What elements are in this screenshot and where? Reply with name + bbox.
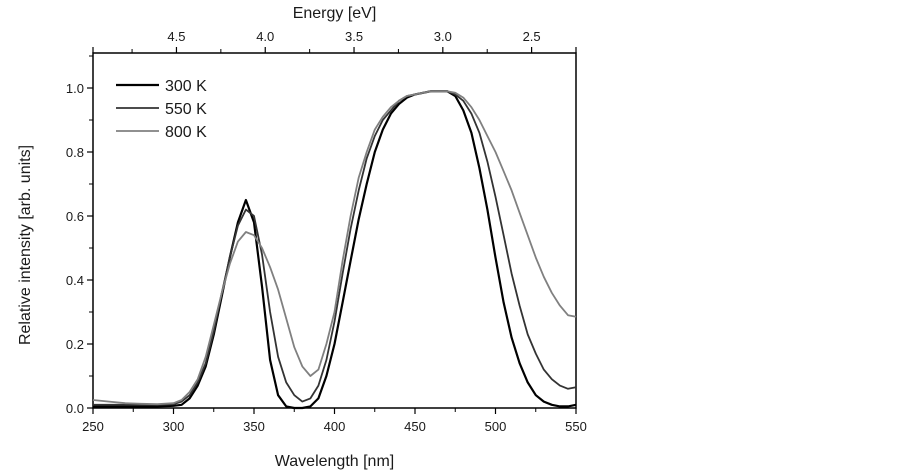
series-layer bbox=[92, 90, 577, 410]
y-axis-left: 0.0 0.2 0.4 0.6 0.8 1.0 bbox=[66, 55, 93, 416]
y-tick-label: 0.0 bbox=[66, 401, 84, 416]
series-line-550k bbox=[93, 90, 577, 406]
x-axis-bottom: 250 300 350 400 450 500 550 bbox=[82, 408, 587, 434]
y-tick-label: 0.2 bbox=[66, 337, 84, 352]
y-tick-label: 0.8 bbox=[66, 145, 84, 160]
x-tick-label: 450 bbox=[404, 419, 426, 434]
legend-label-800k: 800 K bbox=[165, 124, 207, 141]
top-tick-label: 2.5 bbox=[523, 29, 541, 44]
x-tick-label: 500 bbox=[485, 419, 507, 434]
series-line-800k bbox=[92, 90, 577, 406]
y-tick-label: 1.0 bbox=[66, 81, 84, 96]
x-tick-label: 400 bbox=[324, 419, 346, 434]
legend-label-550k: 550 K bbox=[165, 101, 207, 118]
y-tick-label: 0.6 bbox=[66, 209, 84, 224]
legend: 300 K 550 K 800 K bbox=[116, 78, 207, 141]
top-tick-label: 3.5 bbox=[345, 29, 363, 44]
x-axis-title: Wavelength [nm] bbox=[275, 453, 394, 470]
x-tick-label: 250 bbox=[82, 419, 104, 434]
y-tick-label: 0.4 bbox=[66, 273, 84, 288]
top-tick-label: 4.5 bbox=[167, 29, 185, 44]
x-tick-label: 300 bbox=[163, 419, 185, 434]
top-tick-label: 3.0 bbox=[434, 29, 452, 44]
x-axis-top: 4.5 4.0 3.5 3.0 2.5 bbox=[92, 29, 577, 53]
top-tick-label: 4.0 bbox=[256, 29, 274, 44]
legend-label-300k: 300 K bbox=[165, 78, 207, 95]
x-tick-label: 350 bbox=[243, 419, 265, 434]
y-axis-title: Relative intensity [arb. units] bbox=[17, 145, 34, 345]
top-axis-title: Energy [eV] bbox=[293, 5, 377, 22]
x-tick-label: 550 bbox=[565, 419, 587, 434]
